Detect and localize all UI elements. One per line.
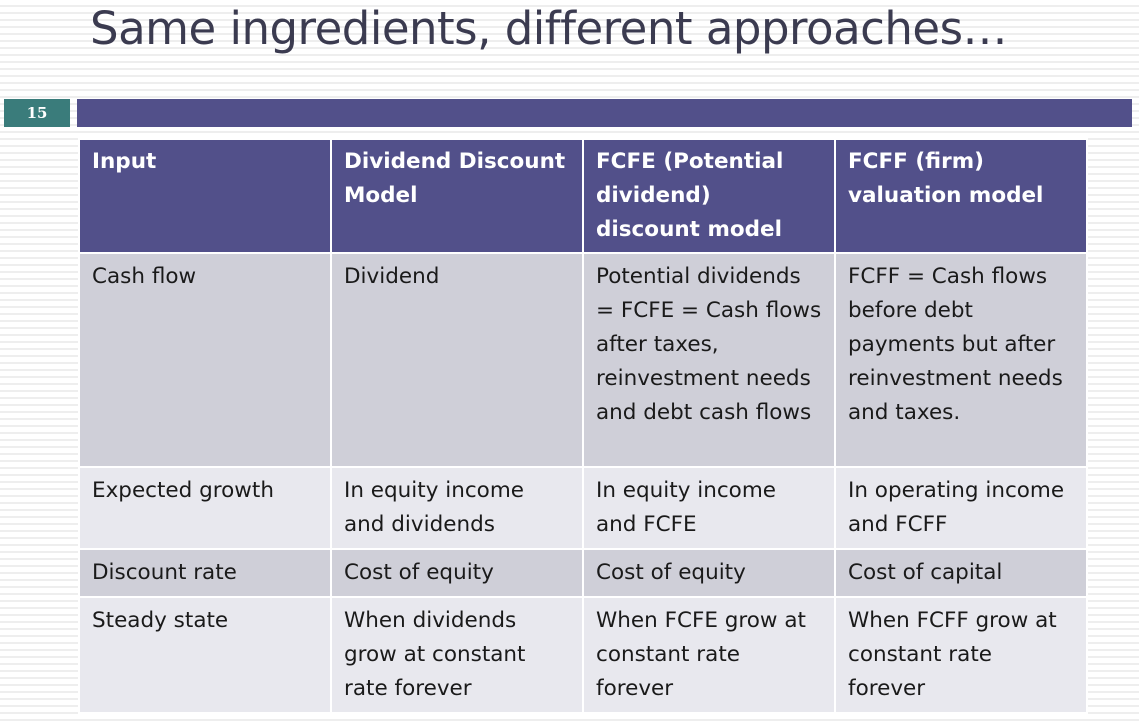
- cell-cash-flow-fcff: FCFF = Cash flows before debt payments b…: [834, 252, 1088, 468]
- cell-discount-rate-fcff: Cost of capital: [834, 548, 1088, 598]
- slide-number-badge: 15: [4, 99, 70, 127]
- header-fcff-model: FCFF (firm) valuation model: [834, 138, 1088, 254]
- table-header-row: Input Dividend Discount Model FCFE (Pote…: [78, 138, 1088, 254]
- row-label-cash-flow: Cash flow: [78, 252, 332, 468]
- row-label-expected-growth: Expected growth: [78, 466, 332, 550]
- row-label-discount-rate: Discount rate: [78, 548, 332, 598]
- table-row-expected-growth: Expected growth In equity income and div…: [78, 466, 1088, 550]
- table-row-cash-flow: Cash flow Dividend Potential dividends =…: [78, 252, 1088, 468]
- cell-expected-growth-fcfe: In equity income and FCFE: [582, 466, 836, 550]
- cell-steady-state-fcff: When FCFF grow at constant rate forever: [834, 596, 1088, 714]
- cell-cash-flow-fcfe: Potential dividends = FCFE = Cash flows …: [582, 252, 836, 468]
- row-label-steady-state: Steady state: [78, 596, 332, 714]
- cell-steady-state-ddm: When dividends grow at constant rate for…: [330, 596, 584, 714]
- header-input: Input: [78, 138, 332, 254]
- header-bar: [77, 99, 1132, 127]
- cell-expected-growth-fcff: In operating income and FCFF: [834, 466, 1088, 550]
- table-row-discount-rate: Discount rate Cost of equity Cost of equ…: [78, 548, 1088, 598]
- cell-cash-flow-ddm: Dividend: [330, 252, 584, 468]
- slide-title: Same ingredients, different approaches…: [90, 2, 1008, 55]
- cell-discount-rate-fcfe: Cost of equity: [582, 548, 836, 598]
- table-row-steady-state: Steady state When dividends grow at cons…: [78, 596, 1088, 714]
- cell-expected-growth-ddm: In equity income and dividends: [330, 466, 584, 550]
- cell-steady-state-fcfe: When FCFE grow at constant rate forever: [582, 596, 836, 714]
- header-dividend-discount-model: Dividend Discount Model: [330, 138, 584, 254]
- comparison-table: Input Dividend Discount Model FCFE (Pote…: [78, 138, 1088, 714]
- header-fcfe-model: FCFE (Potential dividend) discount model: [582, 138, 836, 254]
- cell-discount-rate-ddm: Cost of equity: [330, 548, 584, 598]
